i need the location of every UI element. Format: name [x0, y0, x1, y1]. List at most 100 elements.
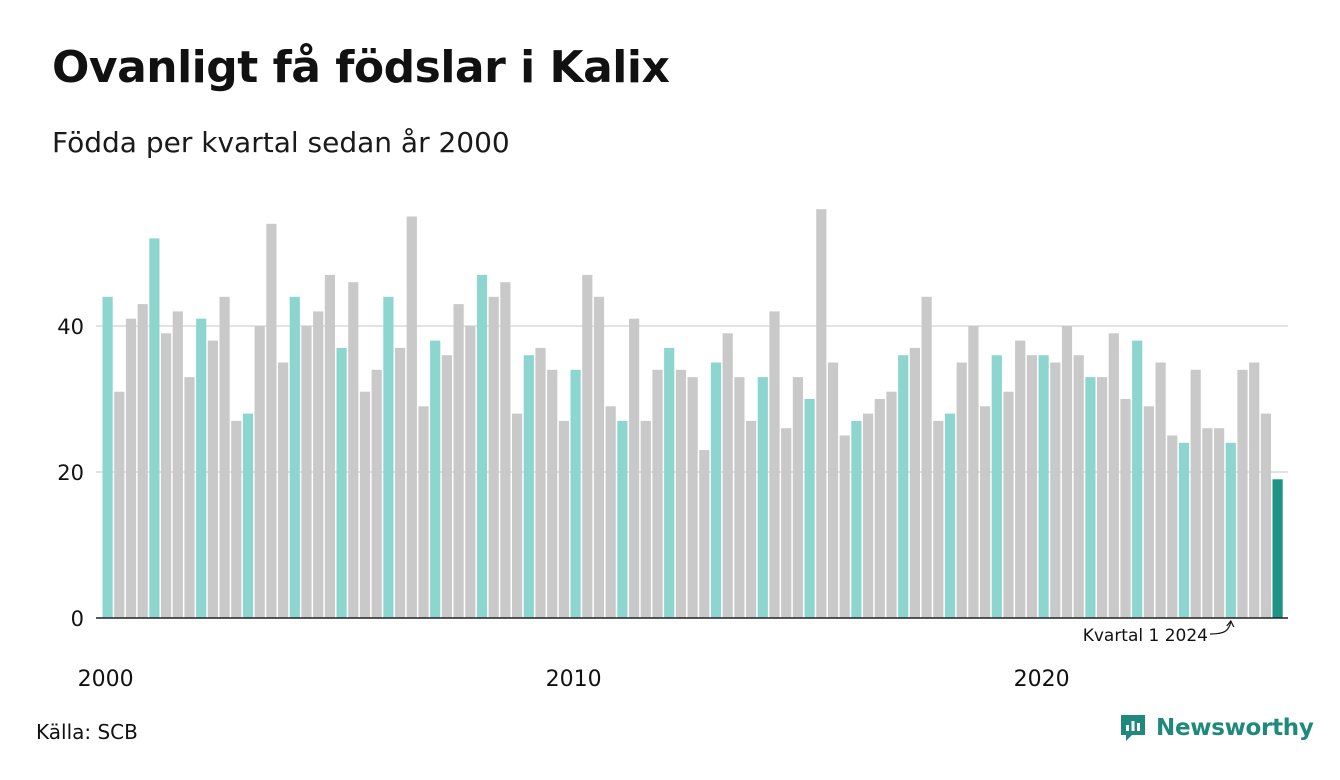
- bar: [254, 326, 265, 618]
- bar: [1015, 340, 1026, 618]
- bar: [102, 296, 113, 618]
- bar: [1155, 362, 1166, 618]
- bar: [1050, 362, 1061, 618]
- bar: [640, 420, 651, 618]
- bar: [114, 391, 125, 618]
- annotation: Kvartal 1 2024: [1083, 619, 1235, 646]
- brand-name: Newsworthy: [1156, 715, 1314, 741]
- bar: [1214, 428, 1225, 618]
- bar: [757, 377, 768, 618]
- bar: [161, 333, 172, 618]
- x-tick-label: 2010: [546, 667, 602, 692]
- bar: [605, 406, 616, 618]
- bar: [500, 282, 511, 618]
- annotation-label: Kvartal 1 2024: [1083, 626, 1208, 646]
- bar: [874, 399, 885, 618]
- bar: [1178, 442, 1190, 618]
- bar: [1120, 399, 1131, 618]
- bar: [1190, 369, 1201, 618]
- bar: [547, 369, 558, 618]
- bar: [1108, 333, 1119, 618]
- bar: [675, 369, 686, 618]
- bar: [242, 413, 254, 618]
- bar: [137, 304, 148, 618]
- bar: [1073, 355, 1084, 618]
- bar: [710, 362, 722, 618]
- source-note: Källa: SCB: [36, 720, 138, 744]
- bar: [266, 223, 277, 619]
- bar: [441, 355, 452, 618]
- bar: [476, 274, 488, 618]
- bar: [359, 391, 371, 618]
- annotation-connector: [1209, 621, 1232, 635]
- bar: [582, 274, 593, 618]
- bar: [1225, 442, 1236, 618]
- bar-series: [102, 209, 1283, 619]
- bar: [172, 311, 183, 618]
- bar: [336, 347, 347, 618]
- bar: [184, 377, 195, 618]
- bar: [289, 296, 300, 618]
- chart-title: Ovanligt få födslar i Kalix: [52, 42, 670, 93]
- bar: [617, 420, 628, 618]
- bar: [816, 209, 827, 618]
- bar: [149, 238, 160, 618]
- bar: [1061, 326, 1073, 618]
- bar: [687, 377, 698, 618]
- bar: [488, 296, 499, 618]
- bar: [1003, 391, 1014, 618]
- bar: [313, 311, 324, 618]
- bar: [430, 340, 441, 618]
- bar: [921, 296, 932, 618]
- bar: [593, 296, 605, 618]
- bar: [1167, 435, 1178, 618]
- bar: [956, 362, 967, 618]
- bar: [863, 413, 874, 618]
- bar: [465, 326, 476, 618]
- bar: [348, 282, 359, 618]
- y-axis-tick-labels: 0 20 40: [57, 315, 84, 631]
- annotation-arrowhead: [1226, 619, 1235, 628]
- bar: [886, 391, 897, 618]
- bar: [699, 450, 710, 618]
- bar: [406, 216, 417, 618]
- y-tick-label: 20: [57, 461, 84, 485]
- newsworthy-logo-icon: [1121, 715, 1145, 741]
- bar: [1237, 369, 1248, 618]
- bar: [991, 355, 1002, 618]
- bar: [781, 428, 792, 618]
- bar: [418, 406, 429, 618]
- bar: [1272, 479, 1283, 618]
- bar: [980, 406, 991, 618]
- x-tick-label: 2020: [1014, 667, 1070, 692]
- bar: [523, 355, 534, 618]
- bar: [231, 420, 242, 618]
- y-tick-label: 40: [57, 315, 84, 339]
- bar: [734, 377, 745, 618]
- bar: [652, 369, 663, 618]
- bar: [196, 318, 207, 618]
- brand-logo: Newsworthy: [1118, 712, 1314, 744]
- bar: [512, 413, 523, 618]
- chart-subtitle: Födda per kvartal sedan år 2000: [52, 126, 510, 159]
- bar: [1202, 428, 1213, 618]
- bar: [301, 326, 312, 618]
- bar: [1038, 355, 1049, 618]
- bar: [125, 318, 137, 618]
- bar: [898, 355, 909, 618]
- bar: [383, 296, 394, 618]
- bar: [1026, 355, 1037, 618]
- y-tick-label: 0: [71, 607, 84, 631]
- bar: [1097, 377, 1108, 618]
- bar: [558, 420, 569, 618]
- bar: [851, 420, 862, 618]
- bar: [746, 420, 757, 618]
- bar: [968, 326, 979, 618]
- bar: [453, 304, 464, 618]
- x-tick-label: 2000: [78, 667, 134, 692]
- bar: [722, 333, 733, 618]
- bar: [1143, 406, 1154, 618]
- bar: [324, 274, 335, 618]
- bar: [664, 347, 675, 618]
